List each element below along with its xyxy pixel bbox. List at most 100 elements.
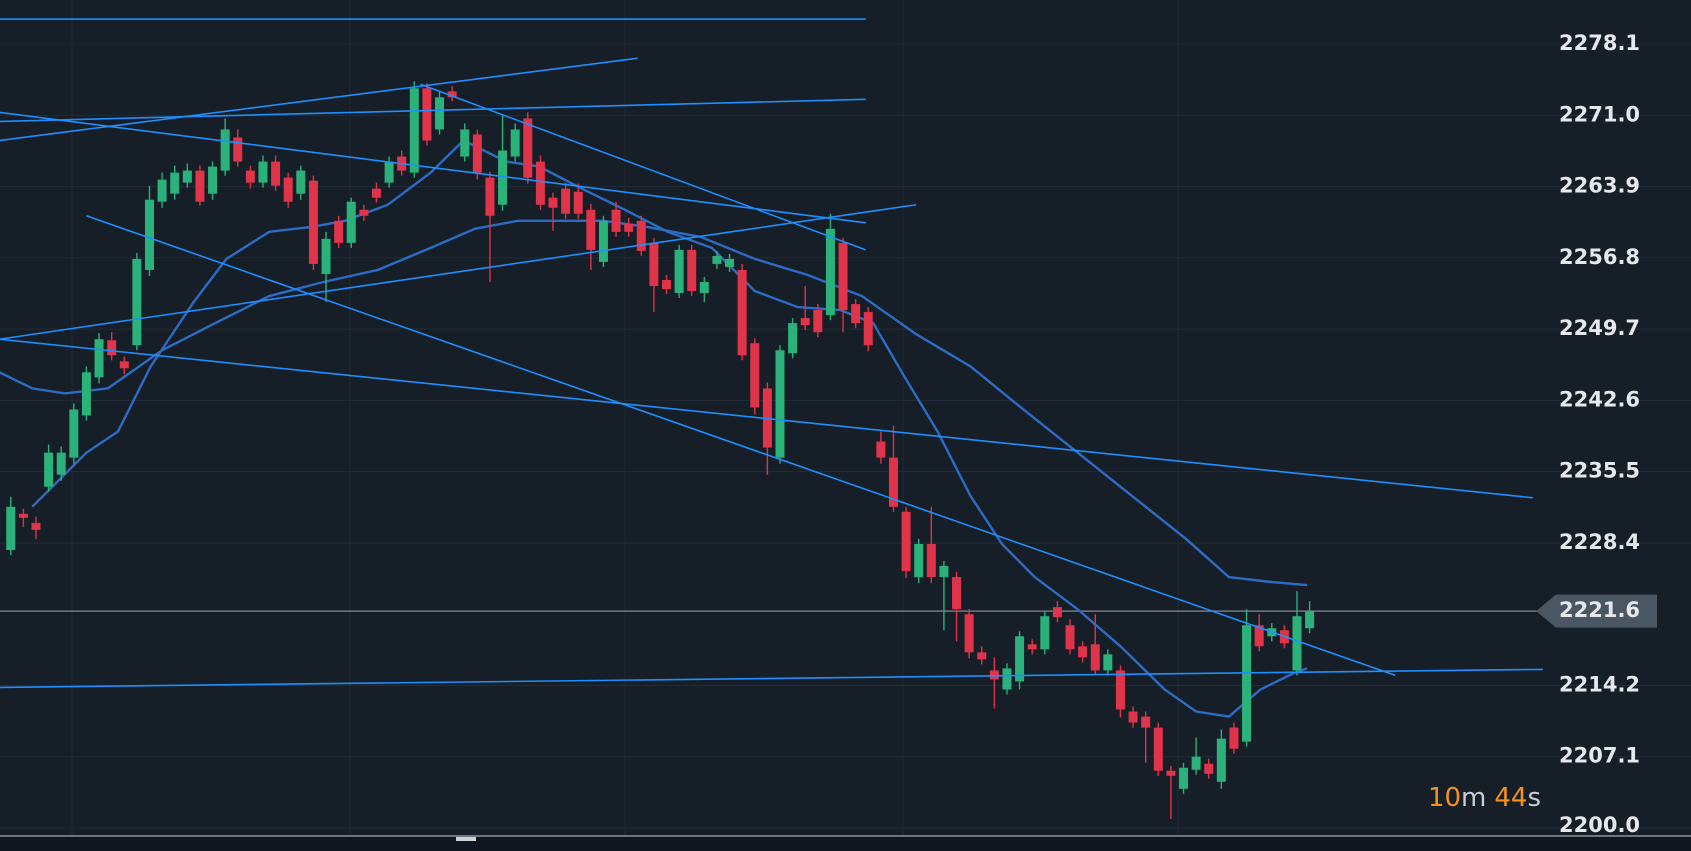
candle-body	[472, 134, 482, 173]
candle-body	[384, 161, 394, 183]
candle-body	[31, 522, 41, 530]
y-tick-label: 2271.0	[1559, 102, 1640, 126]
candle-countdown: 10m 44s	[1428, 783, 1541, 813]
candle-body	[245, 170, 255, 183]
candle-body	[334, 220, 344, 243]
moving-average-line	[31, 139, 1308, 718]
candle-body	[1229, 727, 1239, 749]
candle-body	[1254, 625, 1264, 647]
candle-body	[1078, 646, 1088, 658]
candle-body	[258, 161, 268, 183]
candle-body	[888, 457, 898, 507]
candle-body	[1015, 636, 1025, 682]
countdown-number: 10	[1428, 783, 1461, 813]
candle-body	[598, 220, 608, 262]
candle-body	[308, 180, 318, 264]
candle-body	[523, 118, 533, 178]
candle-body	[195, 170, 205, 202]
candle-body	[144, 199, 154, 270]
candle-body	[788, 323, 798, 354]
candle-body	[838, 242, 848, 311]
y-tick-label: 2256.8	[1559, 245, 1640, 269]
candle-body	[1103, 654, 1113, 671]
candle-body	[687, 249, 697, 292]
candle-body	[611, 209, 621, 232]
candle-body	[233, 137, 243, 162]
candle-body	[18, 513, 28, 518]
candle-body	[1179, 767, 1189, 789]
y-tick-label: 2263.9	[1559, 174, 1640, 198]
candle-body	[737, 269, 747, 356]
y-tick-label: 2200.0	[1559, 813, 1640, 837]
candle-body	[94, 339, 104, 378]
candle-body	[296, 170, 306, 194]
y-tick-label: 2278.1	[1559, 31, 1640, 55]
candle-body	[649, 242, 659, 287]
time-grid	[71, 0, 1179, 836]
candle-body	[901, 511, 911, 572]
candle-body	[662, 280, 671, 290]
candle-body	[964, 614, 974, 653]
candle-body	[220, 129, 230, 171]
candle-body	[56, 452, 66, 475]
trend-line	[86, 215, 1396, 677]
candle-body	[1141, 716, 1151, 728]
candle-body	[1052, 607, 1062, 618]
candle-body	[825, 228, 835, 316]
candle-body	[69, 409, 79, 458]
candle-body	[208, 166, 218, 194]
candle-body	[800, 318, 810, 326]
trend-line	[0, 111, 866, 224]
candle-body	[346, 201, 356, 243]
candle-body	[750, 343, 760, 408]
candle-body	[119, 361, 129, 369]
trend-line	[0, 57, 638, 142]
candle-body	[182, 170, 192, 183]
candle-body	[989, 670, 999, 680]
trend-line	[0, 98, 866, 123]
candle-body	[561, 188, 571, 214]
candle-body	[1040, 616, 1050, 650]
scroll-handle[interactable]	[456, 837, 476, 841]
candle-body	[1115, 670, 1125, 710]
candle-body	[271, 161, 281, 186]
countdown-unit: s	[1527, 783, 1541, 813]
candle-body	[422, 88, 432, 141]
candle-body	[510, 129, 520, 157]
trend-line	[0, 203, 917, 340]
candle-body	[1128, 711, 1138, 723]
candle-body	[1191, 756, 1201, 770]
candle-body	[1002, 668, 1012, 690]
candle-body	[914, 543, 924, 578]
candle-body	[952, 577, 962, 610]
bottom-strip	[0, 837, 1691, 851]
candle-body	[371, 188, 381, 198]
candle-body	[359, 209, 369, 216]
candle-body	[863, 312, 873, 346]
countdown-number: 44	[1494, 783, 1527, 813]
candle-body	[81, 372, 91, 416]
candles	[6, 81, 1315, 819]
candle-body	[409, 88, 419, 173]
last-price-label: 2221.6	[1559, 598, 1640, 622]
candle-body	[586, 209, 596, 250]
candle-body	[1242, 625, 1252, 742]
candle-body	[775, 350, 785, 458]
candle-body	[1065, 625, 1075, 650]
candle-body	[447, 91, 457, 98]
candle-body	[1027, 644, 1037, 650]
y-tick-label: 2207.1	[1559, 744, 1640, 768]
candle-body	[674, 249, 684, 294]
countdown-unit: m	[1461, 783, 1486, 813]
candle-body	[977, 652, 987, 660]
candle-body	[1090, 644, 1100, 671]
candle-body	[283, 177, 293, 202]
candle-body	[1166, 770, 1176, 776]
y-tick-label: 2249.7	[1559, 316, 1640, 340]
candle-body	[107, 340, 117, 356]
y-tick-label: 2214.2	[1559, 672, 1640, 696]
